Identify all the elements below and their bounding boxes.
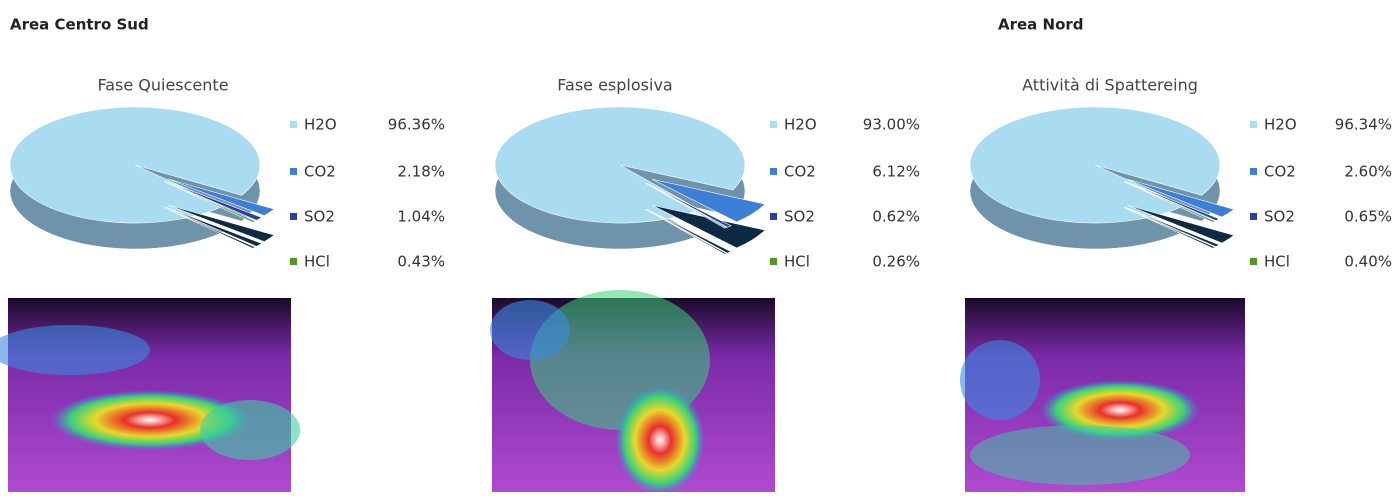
slice (652, 178, 766, 223)
legend-label: HCl (784, 253, 810, 271)
section-heading: Area Nord (998, 16, 1084, 34)
legend-label: CO2 (1264, 163, 1296, 181)
slice (646, 182, 732, 228)
thermal-image (490, 290, 775, 495)
legend-value: 96.36% (388, 116, 445, 134)
legend-value: 6.12% (872, 163, 920, 181)
legend-value: 2.18% (397, 163, 445, 181)
slice (163, 181, 256, 223)
slice (165, 180, 263, 221)
slice (1127, 178, 1235, 218)
legend-swatch (290, 213, 297, 220)
thermal-image (0, 298, 300, 492)
legend-swatch (290, 258, 297, 265)
slice (1123, 181, 1216, 223)
chart-title: Attività di Spattereing (1022, 76, 1198, 95)
legend-swatch (770, 168, 777, 175)
legend-value: 0.62% (872, 208, 920, 226)
legend-value: 93.00% (863, 116, 920, 134)
legend-label: H2O (784, 116, 817, 134)
legend-value: 0.26% (872, 253, 920, 271)
legend-value: 2.60% (1344, 163, 1392, 181)
slice (167, 178, 275, 216)
legend-swatch (1250, 168, 1257, 175)
legend-label: SO2 (1264, 208, 1295, 226)
slice (645, 183, 728, 229)
legend-label: CO2 (304, 163, 336, 181)
legend-value: 0.40% (1344, 253, 1392, 271)
legend-label: H2O (304, 116, 337, 134)
slice (1124, 180, 1221, 222)
legend-label: CO2 (784, 163, 816, 181)
slice-side (163, 207, 256, 249)
legend-value: 1.04% (397, 208, 445, 226)
legend-swatch (290, 168, 297, 175)
pie (494, 106, 766, 255)
chart-title: Fase esplosiva (557, 76, 672, 95)
pie (9, 106, 275, 250)
legend-swatch (770, 121, 777, 128)
legend-swatch (1250, 121, 1257, 128)
legend-value: 96.34% (1335, 116, 1392, 134)
slice-side (646, 208, 732, 254)
pie (969, 106, 1235, 250)
legend-value: 0.65% (1344, 208, 1392, 226)
slice (494, 106, 746, 224)
slice-side (167, 204, 275, 242)
legend-label: SO2 (784, 208, 815, 226)
thermal-image (960, 298, 1245, 492)
legend-swatch (1250, 213, 1257, 220)
slice-side (165, 206, 263, 247)
chart-title: Fase Quiescente (97, 76, 228, 95)
section-heading: Area Centro Sud (10, 16, 149, 34)
slice-side (652, 204, 766, 249)
legend-label: H2O (1264, 116, 1297, 134)
slice-side (1123, 207, 1216, 249)
legend-label: SO2 (304, 208, 335, 226)
legend-label: HCl (1264, 253, 1290, 271)
legend-swatch (770, 213, 777, 220)
slice-side (1127, 204, 1235, 244)
legend-value: 0.43% (397, 253, 445, 271)
legend-swatch (770, 258, 777, 265)
slice-side (1124, 206, 1221, 248)
legend-swatch (1250, 258, 1257, 265)
slice-side (645, 209, 728, 255)
legend-swatch (290, 121, 297, 128)
legend-label: HCl (304, 253, 330, 271)
